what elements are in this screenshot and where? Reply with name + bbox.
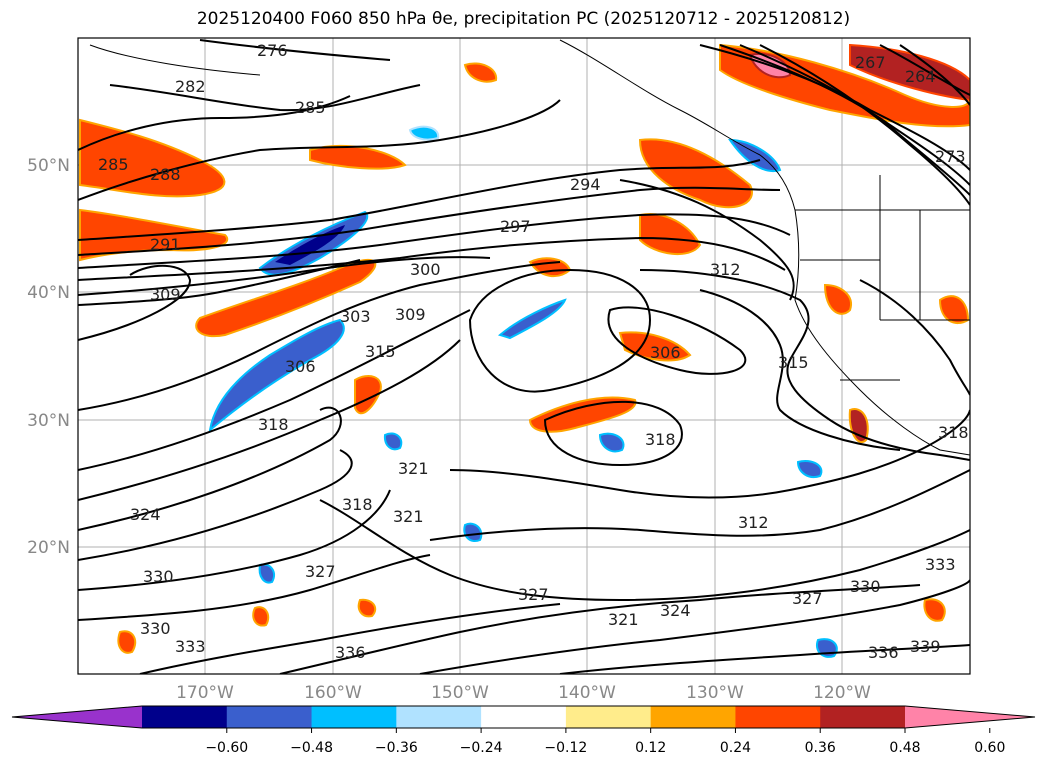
map-title: 2025120400 F060 850 hPa θe, precipitatio… xyxy=(196,9,851,29)
colorbar-tick-label: −0.36 xyxy=(375,740,418,756)
contour-labels: 276 282 285 288 285 291 294 297 300 303 … xyxy=(98,41,969,662)
contour-label: 333 xyxy=(925,555,956,574)
contour-label: 324 xyxy=(660,601,691,620)
gridlines xyxy=(78,38,970,674)
lon-tick: 160°W xyxy=(304,683,362,703)
colorbar-segment xyxy=(396,706,482,728)
contour-label: 294 xyxy=(570,175,601,194)
contour-label: 306 xyxy=(285,357,316,376)
colorbar-tick-label: −0.12 xyxy=(544,740,587,756)
colorbar-tick-label: 0.36 xyxy=(805,740,836,756)
lon-tick: 130°W xyxy=(686,683,744,703)
contour-label: 333 xyxy=(175,637,206,656)
colorbar-segment xyxy=(142,706,228,728)
contour-label: 330 xyxy=(143,567,174,586)
contour-label: 288 xyxy=(150,165,181,184)
lat-tick: 30°N xyxy=(27,411,70,431)
lat-tick: 20°N xyxy=(27,538,70,558)
colorbar-segment xyxy=(735,706,821,728)
colorbar-tick-label: 0.24 xyxy=(720,740,751,756)
contour-label: 321 xyxy=(608,610,639,629)
lon-tick: 140°W xyxy=(558,683,616,703)
contour-label: 339 xyxy=(910,637,941,656)
map-frame xyxy=(77,37,971,675)
colorbar-extend-low xyxy=(12,706,142,728)
colorbar-segment xyxy=(650,706,736,728)
theta-e-contours xyxy=(78,39,970,674)
lon-tick: 150°W xyxy=(431,683,489,703)
contour-label: 318 xyxy=(258,415,289,434)
contour-label: 267 xyxy=(855,53,886,72)
map-area xyxy=(78,38,970,674)
contour-label: 315 xyxy=(365,342,396,361)
contour-label: 312 xyxy=(710,260,741,279)
colorbar-segment xyxy=(565,706,652,728)
colorbar-outline xyxy=(11,705,1036,729)
colorbar-tick-label: 0.60 xyxy=(974,740,1005,756)
contour-label: 327 xyxy=(305,562,336,581)
contour-label: 273 xyxy=(935,147,966,166)
contour-label: 327 xyxy=(518,585,549,604)
colorbar: −0.60 −0.48 −0.36 −0.24 −0.12 0.12 0.24 0.36 0.4… xyxy=(11,705,1036,756)
lon-tick: 120°W xyxy=(813,683,871,703)
contour-label: 306 xyxy=(650,343,681,362)
contour-label: 336 xyxy=(868,643,899,662)
contour-label: 264 xyxy=(905,67,936,86)
lat-tick: 50°N xyxy=(27,156,70,176)
coastline xyxy=(89,39,970,456)
contour-label: 318 xyxy=(342,495,373,514)
contour-label: 321 xyxy=(393,507,424,526)
colorbar-tick-label: 0.48 xyxy=(889,740,920,756)
colorbar-segment xyxy=(226,706,313,728)
colorbar-segment xyxy=(481,706,567,728)
contour-label: 276 xyxy=(257,41,288,60)
longitude-labels: 170°W 160°W 150°W 140°W 130°W 120°W xyxy=(176,683,871,703)
contour-label: 285 xyxy=(295,98,326,117)
precipitation-fill xyxy=(79,43,970,658)
lat-tick: 40°N xyxy=(27,283,70,303)
contour-label: 315 xyxy=(778,353,809,372)
latitude-labels: 50°N 40°N 30°N 20°N xyxy=(27,156,70,558)
contour-label: 327 xyxy=(792,589,823,608)
colorbar-tick-label: −0.24 xyxy=(460,740,503,756)
colorbar-segment xyxy=(311,706,397,728)
contour-label: 330 xyxy=(850,577,881,596)
contour-label: 285 xyxy=(98,155,129,174)
colorbar-extend-high xyxy=(905,706,1035,728)
lon-tick: 170°W xyxy=(176,683,234,703)
colorbar-segment xyxy=(820,706,906,728)
contour-label: 318 xyxy=(645,430,676,449)
contour-label: 297 xyxy=(500,217,531,236)
colorbar-tick-label: −0.60 xyxy=(205,740,248,756)
contour-label: 309 xyxy=(395,305,426,324)
contour-label: 282 xyxy=(175,77,206,96)
contour-label: 309 xyxy=(150,285,181,304)
contour-label: 318 xyxy=(938,423,969,442)
contour-label: 300 xyxy=(410,260,441,279)
contour-label: 312 xyxy=(738,513,769,532)
colorbar-tick-label: 0.12 xyxy=(635,740,666,756)
contour-label: 321 xyxy=(398,459,429,478)
contour-label: 324 xyxy=(130,505,161,524)
contour-label: 336 xyxy=(335,643,366,662)
contour-label: 291 xyxy=(150,235,181,254)
contour-label: 303 xyxy=(340,307,371,326)
contour-label: 330 xyxy=(140,619,171,638)
colorbar-tick-label: −0.48 xyxy=(290,740,333,756)
